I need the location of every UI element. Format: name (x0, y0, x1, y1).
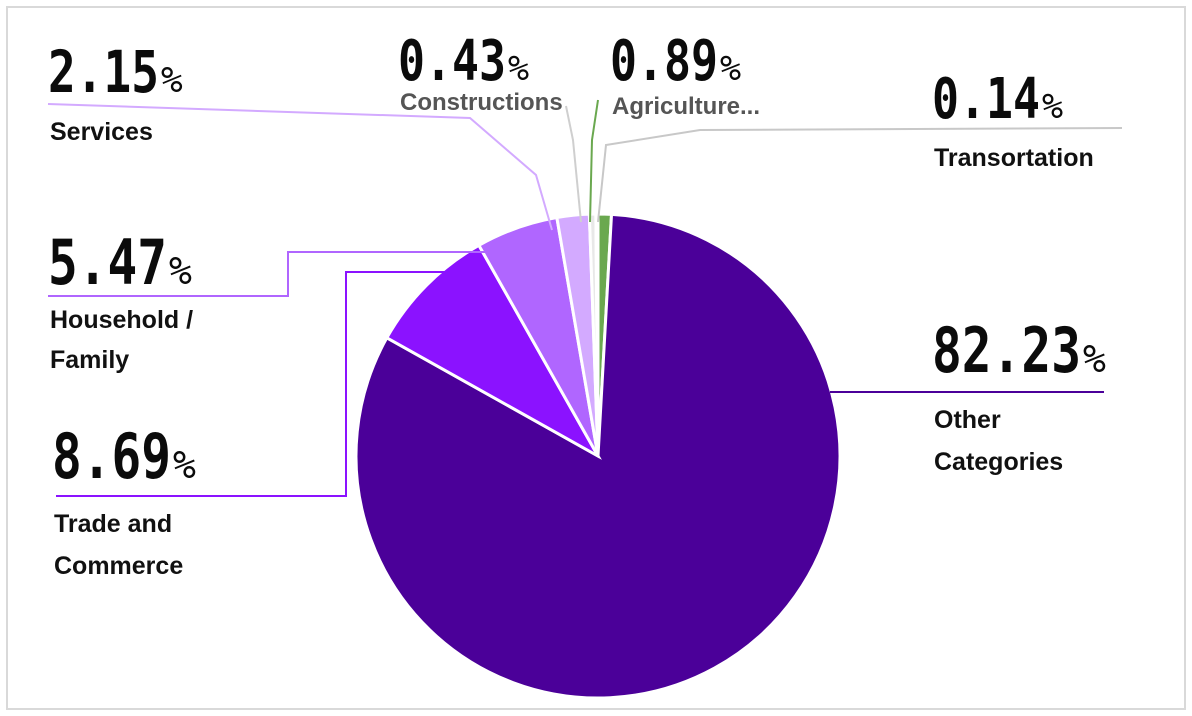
category-label-household-family: Household / (50, 306, 193, 334)
category-label-trade-and-commerce: Trade and (54, 510, 172, 538)
leader-line-constructions (565, 105, 582, 223)
pie-slice-transortation (594, 212, 600, 457)
value-label-household-family: 5.47% (48, 226, 192, 299)
category-label-constructions: Constructions (400, 89, 563, 116)
leader-line-services (47, 103, 553, 231)
leader-line-transortation (597, 127, 1123, 223)
category-label-trade-and-commerce: Commerce (54, 552, 183, 580)
value-label-agriculture: 0.89% (610, 29, 741, 94)
pie-slice-trade-and-commerce (384, 243, 602, 460)
leader-lines (47, 99, 1123, 497)
value-label-trade-and-commerce: 8.69% (52, 420, 196, 493)
value-label-constructions: 0.43% (398, 29, 529, 94)
pie-slices (354, 212, 842, 700)
category-label-agriculture: Agriculture... (612, 93, 760, 120)
leader-line-trade-and-commerce (56, 271, 454, 497)
value-label-other-categories: 82.23% (932, 314, 1106, 387)
category-label-services: Services (50, 118, 153, 146)
category-label-other-categories: Other (934, 406, 1001, 434)
slice-labels: 82.23% Other Categories 8.69% Trade and Comme… (48, 29, 1106, 580)
leader-line-agriculture (589, 99, 599, 223)
value-label-transortation: 0.14% (932, 67, 1063, 132)
leader-line-household-family (48, 251, 486, 297)
category-label-transortation: Transortation (934, 144, 1094, 172)
category-label-other-categories: Categories (934, 448, 1063, 476)
value-label-services: 2.15% (48, 38, 183, 106)
category-label-household-family: Family (50, 346, 129, 374)
